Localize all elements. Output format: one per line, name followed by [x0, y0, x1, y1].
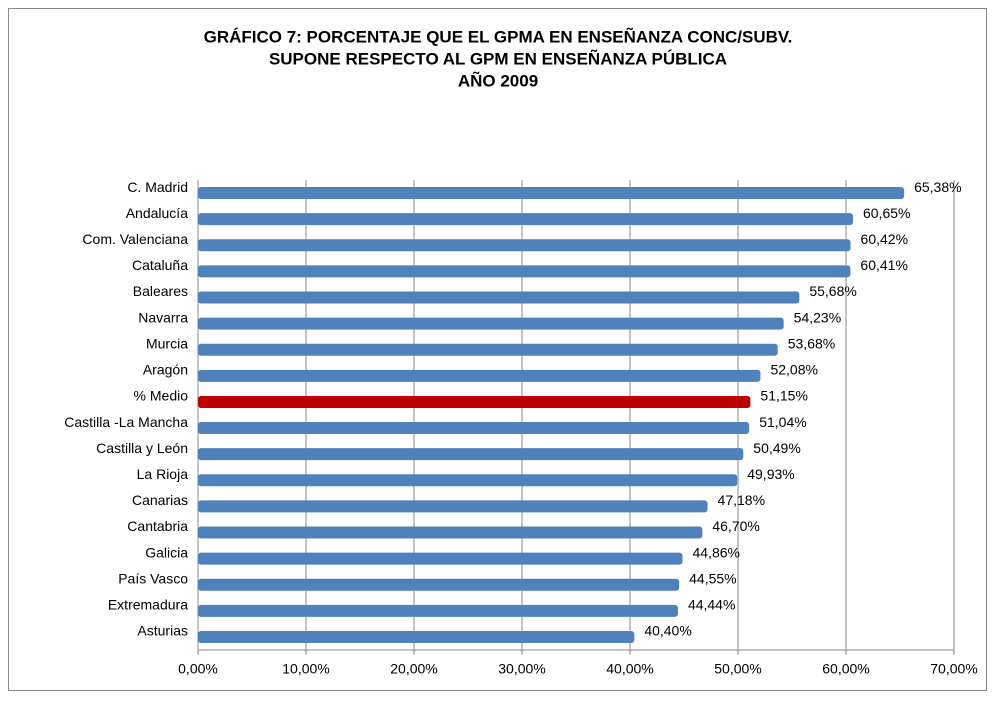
y-tick-label: Cantabria: [127, 518, 188, 534]
bar: [198, 474, 738, 487]
data-label: 44,55%: [689, 570, 736, 586]
chart-title: GRÁFICO 7: PORCENTAJE QUE EL GPMA EN ENS…: [204, 26, 793, 46]
y-tick-label: % Medio: [134, 388, 189, 404]
data-label: 44,44%: [688, 597, 735, 613]
bar: [198, 369, 761, 382]
y-tick-label: Baleares: [133, 283, 188, 299]
y-tick-label: Andalucía: [126, 205, 188, 221]
bar: [198, 500, 708, 513]
x-tick-label: 30,00%: [498, 661, 545, 677]
bar: [198, 552, 683, 565]
bar: [198, 448, 744, 461]
data-label: 60,42%: [861, 231, 908, 247]
x-tick-label: 50,00%: [714, 661, 761, 677]
y-tick-label: País Vasco: [118, 570, 188, 586]
y-tick-label: La Rioja: [137, 466, 189, 482]
x-tick-label: 60,00%: [822, 661, 869, 677]
bar: [198, 526, 703, 539]
bar: [198, 422, 750, 435]
y-tick-label: Cataluña: [132, 257, 188, 273]
bar: [198, 604, 678, 617]
y-tick-label: Aragón: [143, 362, 188, 378]
bar: [198, 239, 851, 252]
y-tick-label: Navarra: [138, 309, 188, 325]
bar: [198, 630, 635, 643]
bar: [198, 213, 854, 226]
chart-title: SUPONE RESPECTO AL GPM EN ENSEÑANZA PÚBL…: [269, 48, 727, 68]
y-tick-label: Asturias: [137, 623, 188, 639]
y-tick-label: Canarias: [132, 492, 188, 508]
bar: [198, 343, 778, 356]
y-tick-label: Castilla y León: [96, 440, 188, 456]
y-tick-label: Castilla -La Mancha: [64, 414, 188, 430]
bar: [198, 578, 680, 591]
y-tick-label: C. Madrid: [127, 179, 188, 195]
x-tick-label: 0,00%: [178, 661, 218, 677]
data-label: 44,86%: [692, 544, 739, 560]
data-label: 55,68%: [809, 283, 856, 299]
chart-title: AÑO 2009: [458, 70, 538, 90]
bar: [198, 291, 800, 304]
x-tick-label: 10,00%: [282, 661, 329, 677]
data-label: 40,40%: [644, 623, 691, 639]
data-label: 50,49%: [753, 440, 800, 456]
y-tick-label: Murcia: [146, 335, 188, 351]
data-label: 54,23%: [794, 309, 841, 325]
data-label: 52,08%: [770, 362, 817, 378]
data-label: 53,68%: [788, 335, 835, 351]
data-label: 47,18%: [718, 492, 765, 508]
data-label: 60,65%: [863, 205, 910, 221]
data-label: 51,04%: [759, 414, 806, 430]
y-tick-label: Galicia: [145, 544, 188, 560]
x-tick-label: 40,00%: [606, 661, 653, 677]
bar: [198, 317, 784, 330]
data-label: 60,41%: [860, 257, 907, 273]
x-tick-label: 20,00%: [390, 661, 437, 677]
x-tick-label: 70,00%: [930, 661, 977, 677]
data-label: 65,38%: [914, 179, 961, 195]
y-tick-label: Com. Valenciana: [82, 231, 188, 247]
y-tick-label: Extremadura: [108, 597, 188, 613]
bar: [198, 187, 905, 200]
data-label: 51,15%: [760, 388, 807, 404]
bar: [198, 395, 751, 408]
data-label: 46,70%: [712, 518, 759, 534]
data-label: 49,93%: [747, 466, 794, 482]
bar: [198, 265, 851, 278]
